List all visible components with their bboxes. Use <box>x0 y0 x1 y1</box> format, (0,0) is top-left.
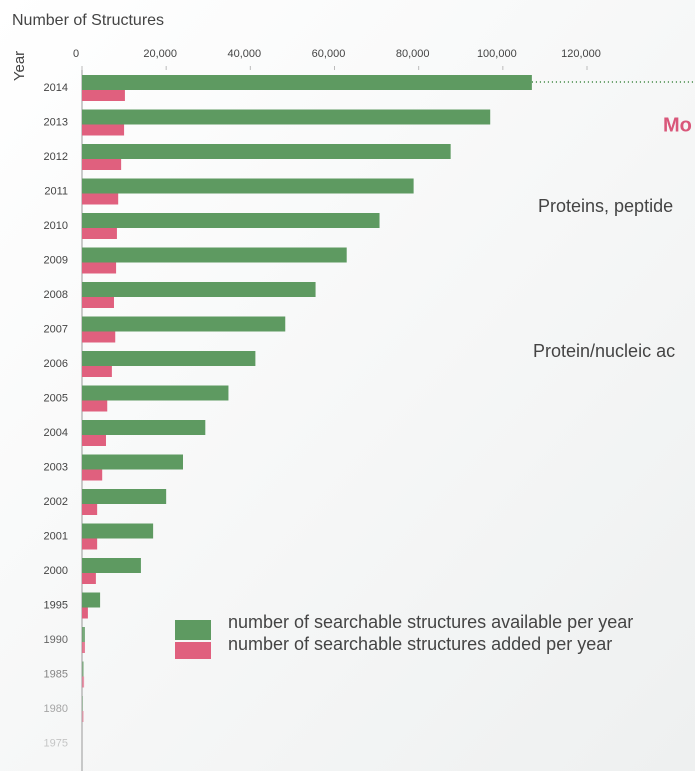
bar <box>82 435 106 446</box>
bar <box>82 400 108 412</box>
bar <box>82 696 83 711</box>
y-tick-label: 1990 <box>44 634 68 646</box>
bar <box>82 109 491 125</box>
y-tick-label: 2012 <box>44 151 68 163</box>
y-tick-label: 2007 <box>44 323 68 335</box>
bar <box>82 331 116 343</box>
chart-title: Number of Structures <box>12 12 164 29</box>
annotation: Mo <box>663 114 692 136</box>
annotation: Proteins, peptide <box>538 196 673 216</box>
y-tick-label: 2011 <box>44 185 68 197</box>
bar <box>82 282 316 297</box>
y-tick-label: 2000 <box>44 565 68 577</box>
legend-label: number of searchable structures added pe… <box>228 634 612 654</box>
legend-label: number of searchable structures availabl… <box>228 612 633 632</box>
bar <box>82 178 414 194</box>
bar <box>82 504 98 515</box>
x-tick-label: 80,000 <box>396 48 430 60</box>
y-tick-label: 1980 <box>44 703 68 715</box>
bar <box>82 159 122 170</box>
y-tick-label: 2005 <box>44 392 68 404</box>
x-tick-label: 0 <box>73 48 79 60</box>
x-tick-label: 100,000 <box>477 48 517 60</box>
bar <box>82 538 98 550</box>
bar <box>82 366 112 377</box>
y-tick-label: 2014 <box>44 82 68 94</box>
y-tick-label: 2009 <box>44 254 68 266</box>
x-tick-label: 60,000 <box>312 48 346 60</box>
bar <box>82 262 117 274</box>
bar <box>82 573 96 584</box>
bar <box>82 247 347 263</box>
bar <box>82 385 229 401</box>
legend-swatch <box>175 642 211 659</box>
bar <box>82 642 85 653</box>
y-tick-label: 2013 <box>44 116 68 128</box>
bar <box>82 469 103 481</box>
bar <box>82 316 286 332</box>
bar <box>82 75 532 90</box>
y-tick-label: 2008 <box>44 289 68 301</box>
y-tick-label: 1975 <box>44 737 68 749</box>
x-tick-label: 20,000 <box>143 48 177 60</box>
bar <box>82 144 451 159</box>
bar <box>82 676 85 688</box>
bar <box>82 454 183 470</box>
y-tick-label: 2010 <box>44 220 68 232</box>
annotation: Protein/nucleic ac <box>533 341 675 361</box>
bar <box>82 627 85 642</box>
legend-swatch <box>175 620 211 640</box>
y-tick-label: 2003 <box>44 461 68 473</box>
y-tick-label: 2002 <box>44 496 68 508</box>
bar <box>82 297 114 308</box>
y-tick-label: 2004 <box>44 427 68 439</box>
x-tick-label: 120,000 <box>561 48 601 60</box>
bar <box>82 661 84 677</box>
bar <box>82 607 88 619</box>
bar <box>82 523 154 539</box>
bar <box>82 558 141 573</box>
bar <box>82 213 380 228</box>
bar <box>82 228 117 239</box>
bar <box>82 90 125 101</box>
bar <box>82 351 256 366</box>
bar <box>82 193 119 205</box>
y-tick-label: 2001 <box>44 530 68 542</box>
y-tick-label: 1995 <box>44 599 68 611</box>
bar <box>82 420 206 435</box>
bar <box>82 124 125 136</box>
y-tick-label: 1985 <box>44 668 68 680</box>
bar <box>82 489 167 504</box>
x-tick-label: 40,000 <box>228 48 262 60</box>
bar <box>82 592 101 608</box>
bar <box>82 711 84 722</box>
y-tick-label: 2006 <box>44 358 68 370</box>
y-axis-label: Year <box>11 51 28 81</box>
